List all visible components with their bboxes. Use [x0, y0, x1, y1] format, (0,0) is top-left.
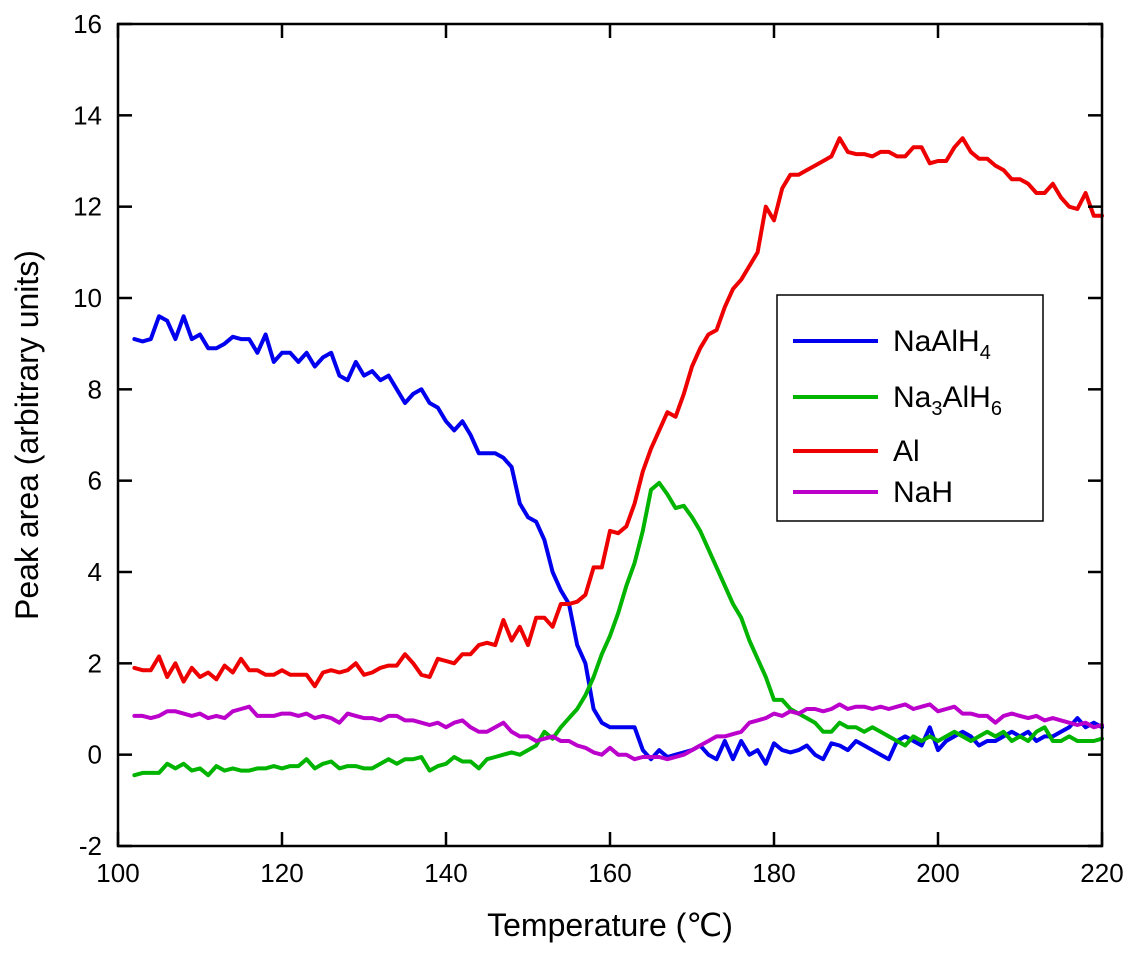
ticks-layer: [116, 22, 1104, 848]
y-tick-label: 4: [88, 557, 102, 587]
legend-label-al: Al: [893, 435, 920, 468]
x-tick-label: 200: [916, 858, 959, 888]
y-tick-label: 0: [88, 740, 102, 770]
legend-box: [776, 294, 1044, 522]
x-tick-label: 140: [424, 858, 467, 888]
x-tick-label: 100: [96, 858, 139, 888]
y-tick-label: 14: [73, 100, 102, 130]
series-layer: [132, 136, 1104, 778]
x-tick-label: 160: [588, 858, 631, 888]
legend-label-na3alh6: Na3AlH6: [893, 381, 1002, 420]
y-axis-label: Peak area (arbitrary units): [9, 250, 45, 620]
x-axis-label: Temperature (℃): [487, 907, 733, 943]
y-tick-label: 6: [88, 466, 102, 496]
legend-label-nah: NaH: [893, 476, 953, 509]
legend-label-naalh4: NaAlH4: [893, 325, 991, 364]
y-tick-label: 12: [73, 192, 102, 222]
y-tick-label: 16: [73, 9, 102, 39]
series-line-nah: [132, 702, 1104, 762]
legend: NaAlH4 Na3AlH6 Al NaH: [776, 294, 1044, 522]
y-tick-label: 2: [88, 648, 102, 678]
x-tick-label: 220: [1080, 858, 1123, 888]
series-line-naalh4: [132, 314, 1104, 766]
series-line-al: [132, 136, 1104, 689]
x-tick-label: 180: [752, 858, 795, 888]
tick-labels-layer: 100 120 140 160 180 200 220 -2 0 2 4 6 8 10 12 14 16: [73, 9, 1124, 888]
y-tick-label: -2: [79, 831, 102, 861]
y-tick-label: 10: [73, 283, 102, 313]
series-line-na3alh6: [132, 480, 1104, 778]
y-tick-label: 8: [88, 374, 102, 404]
x-tick-label: 120: [260, 858, 303, 888]
